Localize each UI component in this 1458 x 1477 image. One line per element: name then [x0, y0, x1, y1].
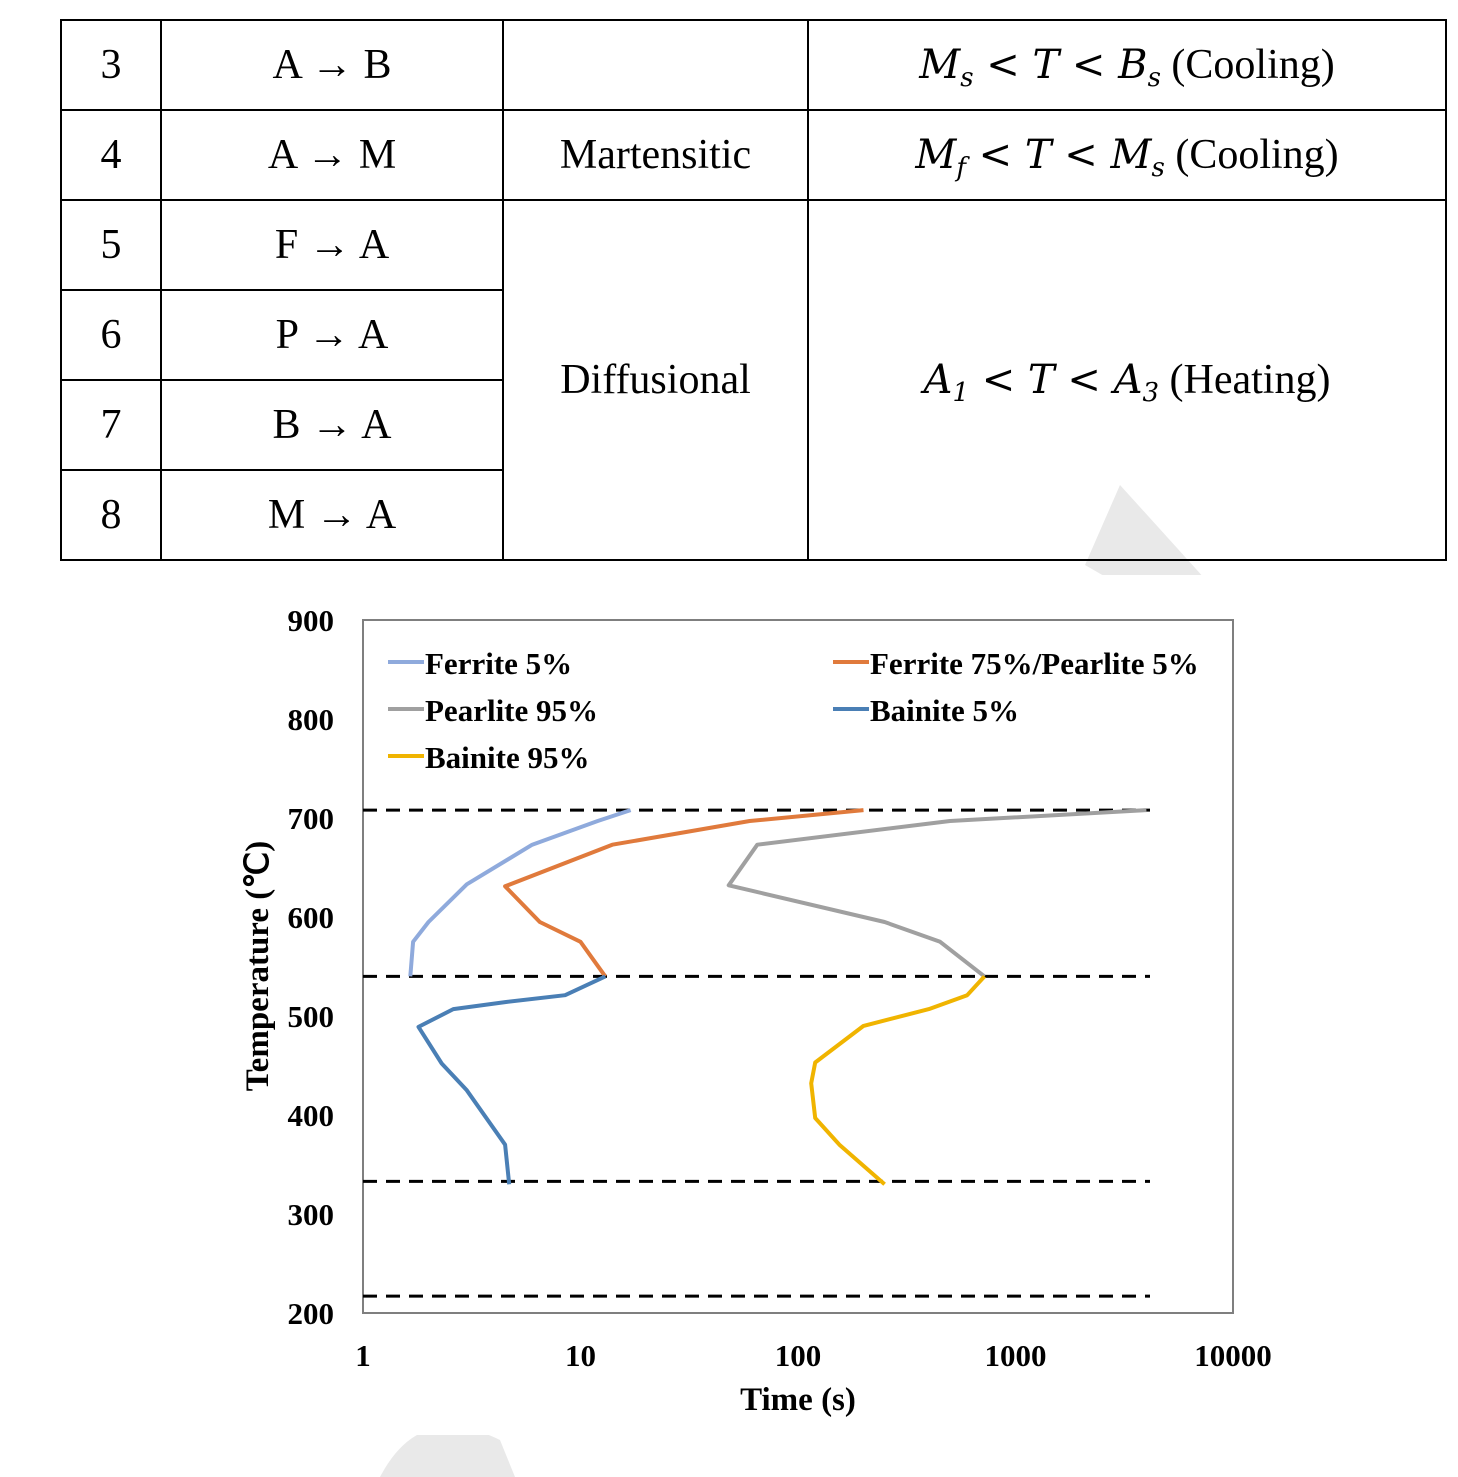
condition-cell: Ms < T < Bs (Cooling): [807, 19, 1447, 111]
series-line: [416, 974, 607, 1185]
x-axis-label: Time (s): [740, 1382, 856, 1418]
series-line: [809, 975, 986, 1186]
condition-part: < T <: [968, 357, 1114, 403]
y-tick-label: 300: [288, 1197, 335, 1232]
condition-cell: A1 < T < A3 (Heating): [807, 199, 1447, 561]
y-tick-label: 600: [288, 900, 335, 935]
condition-part: A: [1113, 357, 1143, 403]
condition-part: M: [919, 42, 961, 88]
condition-part: s: [1147, 63, 1161, 93]
y-tick-label: 500: [288, 999, 335, 1034]
legend-label: Bainite 95%: [425, 740, 589, 775]
row-number: 5: [60, 199, 162, 291]
y-tick-label: 700: [288, 801, 335, 836]
plot-frame: [362, 619, 1234, 1314]
row-number: 7: [60, 379, 162, 471]
condition-part: M: [1110, 132, 1152, 178]
transformation-cell: F → A: [160, 199, 504, 291]
row-number: 6: [60, 289, 162, 381]
condition-part: (Cooling): [1160, 42, 1335, 88]
condition-part: f: [956, 153, 966, 183]
condition-part: (Cooling): [1164, 132, 1339, 178]
row-number: 8: [60, 469, 162, 561]
y-tick-label: 800: [288, 702, 335, 737]
transformation-cell: P → A: [160, 289, 504, 381]
condition-part: s: [1151, 153, 1165, 183]
type-cell: Diffusional: [502, 199, 809, 561]
type-cell: [502, 19, 809, 111]
y-tick-label: 200: [288, 1296, 335, 1331]
legend-label: Bainite 5%: [870, 693, 1019, 728]
x-tick-label: 10: [565, 1338, 596, 1373]
x-tick-label: 100: [775, 1338, 822, 1373]
condition-part: B: [1118, 42, 1148, 88]
series-line: [503, 808, 864, 978]
condition-part: (Heating): [1159, 357, 1331, 403]
x-tick-label: 10000: [1194, 1338, 1272, 1373]
y-tick-label: 400: [288, 1098, 335, 1133]
series-line: [726, 808, 1147, 978]
condition-part: M: [915, 132, 957, 178]
condition-part: 3: [1142, 378, 1159, 408]
condition-part: s: [960, 63, 974, 93]
series-line: [408, 808, 632, 977]
condition-part: < T <: [973, 42, 1119, 88]
condition-expression: Ms < T < Bs (Cooling): [919, 42, 1335, 91]
condition-part: A: [923, 357, 953, 403]
condition-cell: Mf < T < Ms (Cooling): [807, 109, 1447, 201]
transformation-cell: A → B: [160, 19, 504, 111]
legend-label: Ferrite 5%: [425, 646, 572, 681]
legend-label: Ferrite 75%/Pearlite 5%: [870, 646, 1199, 681]
condition-expression: A1 < T < A3 (Heating): [923, 357, 1331, 406]
transformation-cell: B → A: [160, 379, 504, 471]
transformation-cell: A → M: [160, 109, 504, 201]
x-tick-label: 1: [355, 1338, 371, 1373]
condition-part: < T <: [965, 132, 1111, 178]
x-tick-label: 1000: [985, 1338, 1047, 1373]
legend-label: Pearlite 95%: [425, 693, 598, 728]
y-axis-label: Temperature (℃): [240, 841, 276, 1092]
type-cell: Martensitic: [502, 109, 809, 201]
row-number: 3: [60, 19, 162, 111]
transformation-cell: M → A: [160, 469, 504, 561]
condition-part: 1: [952, 378, 969, 408]
row-number: 4: [60, 109, 162, 201]
y-tick-label: 900: [288, 603, 335, 638]
chart-panel: [213, 575, 1293, 1435]
condition-expression: Mf < T < Ms (Cooling): [915, 132, 1339, 181]
